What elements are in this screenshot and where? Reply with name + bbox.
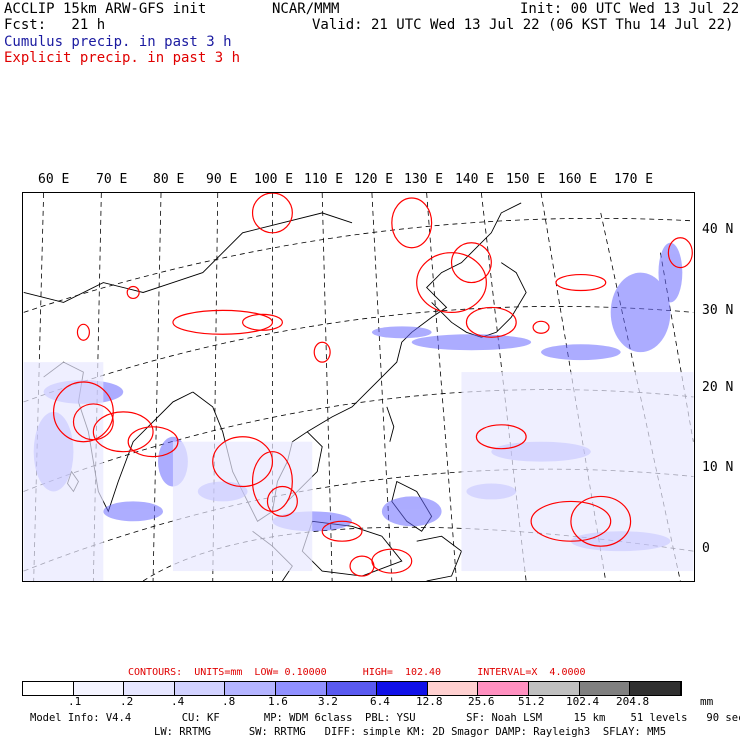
lon-label: 160 E — [558, 172, 598, 187]
lon-label: 110 E — [304, 172, 344, 187]
lon-label: 80 E — [153, 172, 185, 187]
lon-label: 100 E — [254, 172, 294, 187]
colorbar — [22, 681, 682, 696]
contour-info: CONTOURS: UNITS=mm LOW= 0.10000 HIGH= 10… — [128, 667, 586, 678]
colorbar-tick: 102.4 — [566, 695, 600, 708]
colorbar-cell — [377, 682, 428, 695]
colorbar-cell — [73, 682, 125, 695]
colorbar-tick: .8 — [222, 695, 236, 708]
lon-label: 150 E — [506, 172, 546, 187]
lat-label: 30 N — [702, 303, 734, 318]
colorbar-cell — [427, 682, 479, 695]
colorbar-tick: 51.2 — [518, 695, 545, 708]
colorbar-unit: mm — [700, 695, 714, 708]
colorbar-cell — [23, 682, 74, 695]
lat-label: 10 N — [702, 460, 734, 475]
colorbar-tick: 204.8 — [616, 695, 650, 708]
colorbar-cell — [275, 682, 327, 695]
cumulus-legend: Cumulus precip. in past 3 h — [4, 34, 232, 50]
colorbar-cell — [579, 682, 631, 695]
colorbar-cell — [630, 682, 681, 695]
colorbar-cell — [124, 682, 175, 695]
colorbar-tick: .1 — [68, 695, 82, 708]
lon-label: 70 E — [96, 172, 128, 187]
colorbar-tick: 1.6 — [268, 695, 288, 708]
precipitation-map — [22, 192, 695, 582]
explicit-precip — [52, 193, 693, 577]
lon-label: 130 E — [404, 172, 444, 187]
colorbar-tick: 12.8 — [416, 695, 443, 708]
lon-label: 170 E — [614, 172, 654, 187]
lat-label: 20 N — [702, 380, 734, 395]
lon-label: 140 E — [455, 172, 495, 187]
colorbar-tick: .4 — [171, 695, 185, 708]
explicit-legend: Explicit precip. in past 3 h — [4, 50, 241, 66]
colorbar-cell — [174, 682, 226, 695]
lon-label: 90 E — [206, 172, 238, 187]
colorbar-cell — [528, 682, 580, 695]
light-precip — [23, 362, 694, 581]
colorbar-tick: .2 — [120, 695, 134, 708]
colorbar-cell — [478, 682, 529, 695]
lon-label: 60 E — [38, 172, 70, 187]
colorbar-tick: 25.6 — [468, 695, 495, 708]
init-time: Init: 00 UTC Wed 13 Jul 22 — [520, 1, 740, 17]
model-info-line1: Model Info: V4.4 CU: KF MP: WDM 6class P… — [30, 712, 740, 724]
colorbar-tick: 6.4 — [370, 695, 390, 708]
colorbar-tick: 3.2 — [318, 695, 338, 708]
valid-time: Valid: 21 UTC Wed 13 Jul 22 (06 KST Thu … — [312, 17, 734, 33]
colorbar-cell — [326, 682, 378, 695]
colorbar-cell — [225, 682, 276, 695]
lon-label: 120 E — [354, 172, 394, 187]
lat-label: 0 — [702, 541, 710, 556]
model-info-line2: LW: RRTMG SW: RRTMG DIFF: simple KM: 2D … — [154, 726, 667, 738]
forecast-hour: Fcst: 21 h — [4, 17, 106, 33]
lat-label: 40 N — [702, 222, 734, 237]
plot-title: ACCLIP 15km ARW-GFS init — [4, 1, 207, 17]
center-label: NCAR/MMM — [272, 1, 340, 17]
